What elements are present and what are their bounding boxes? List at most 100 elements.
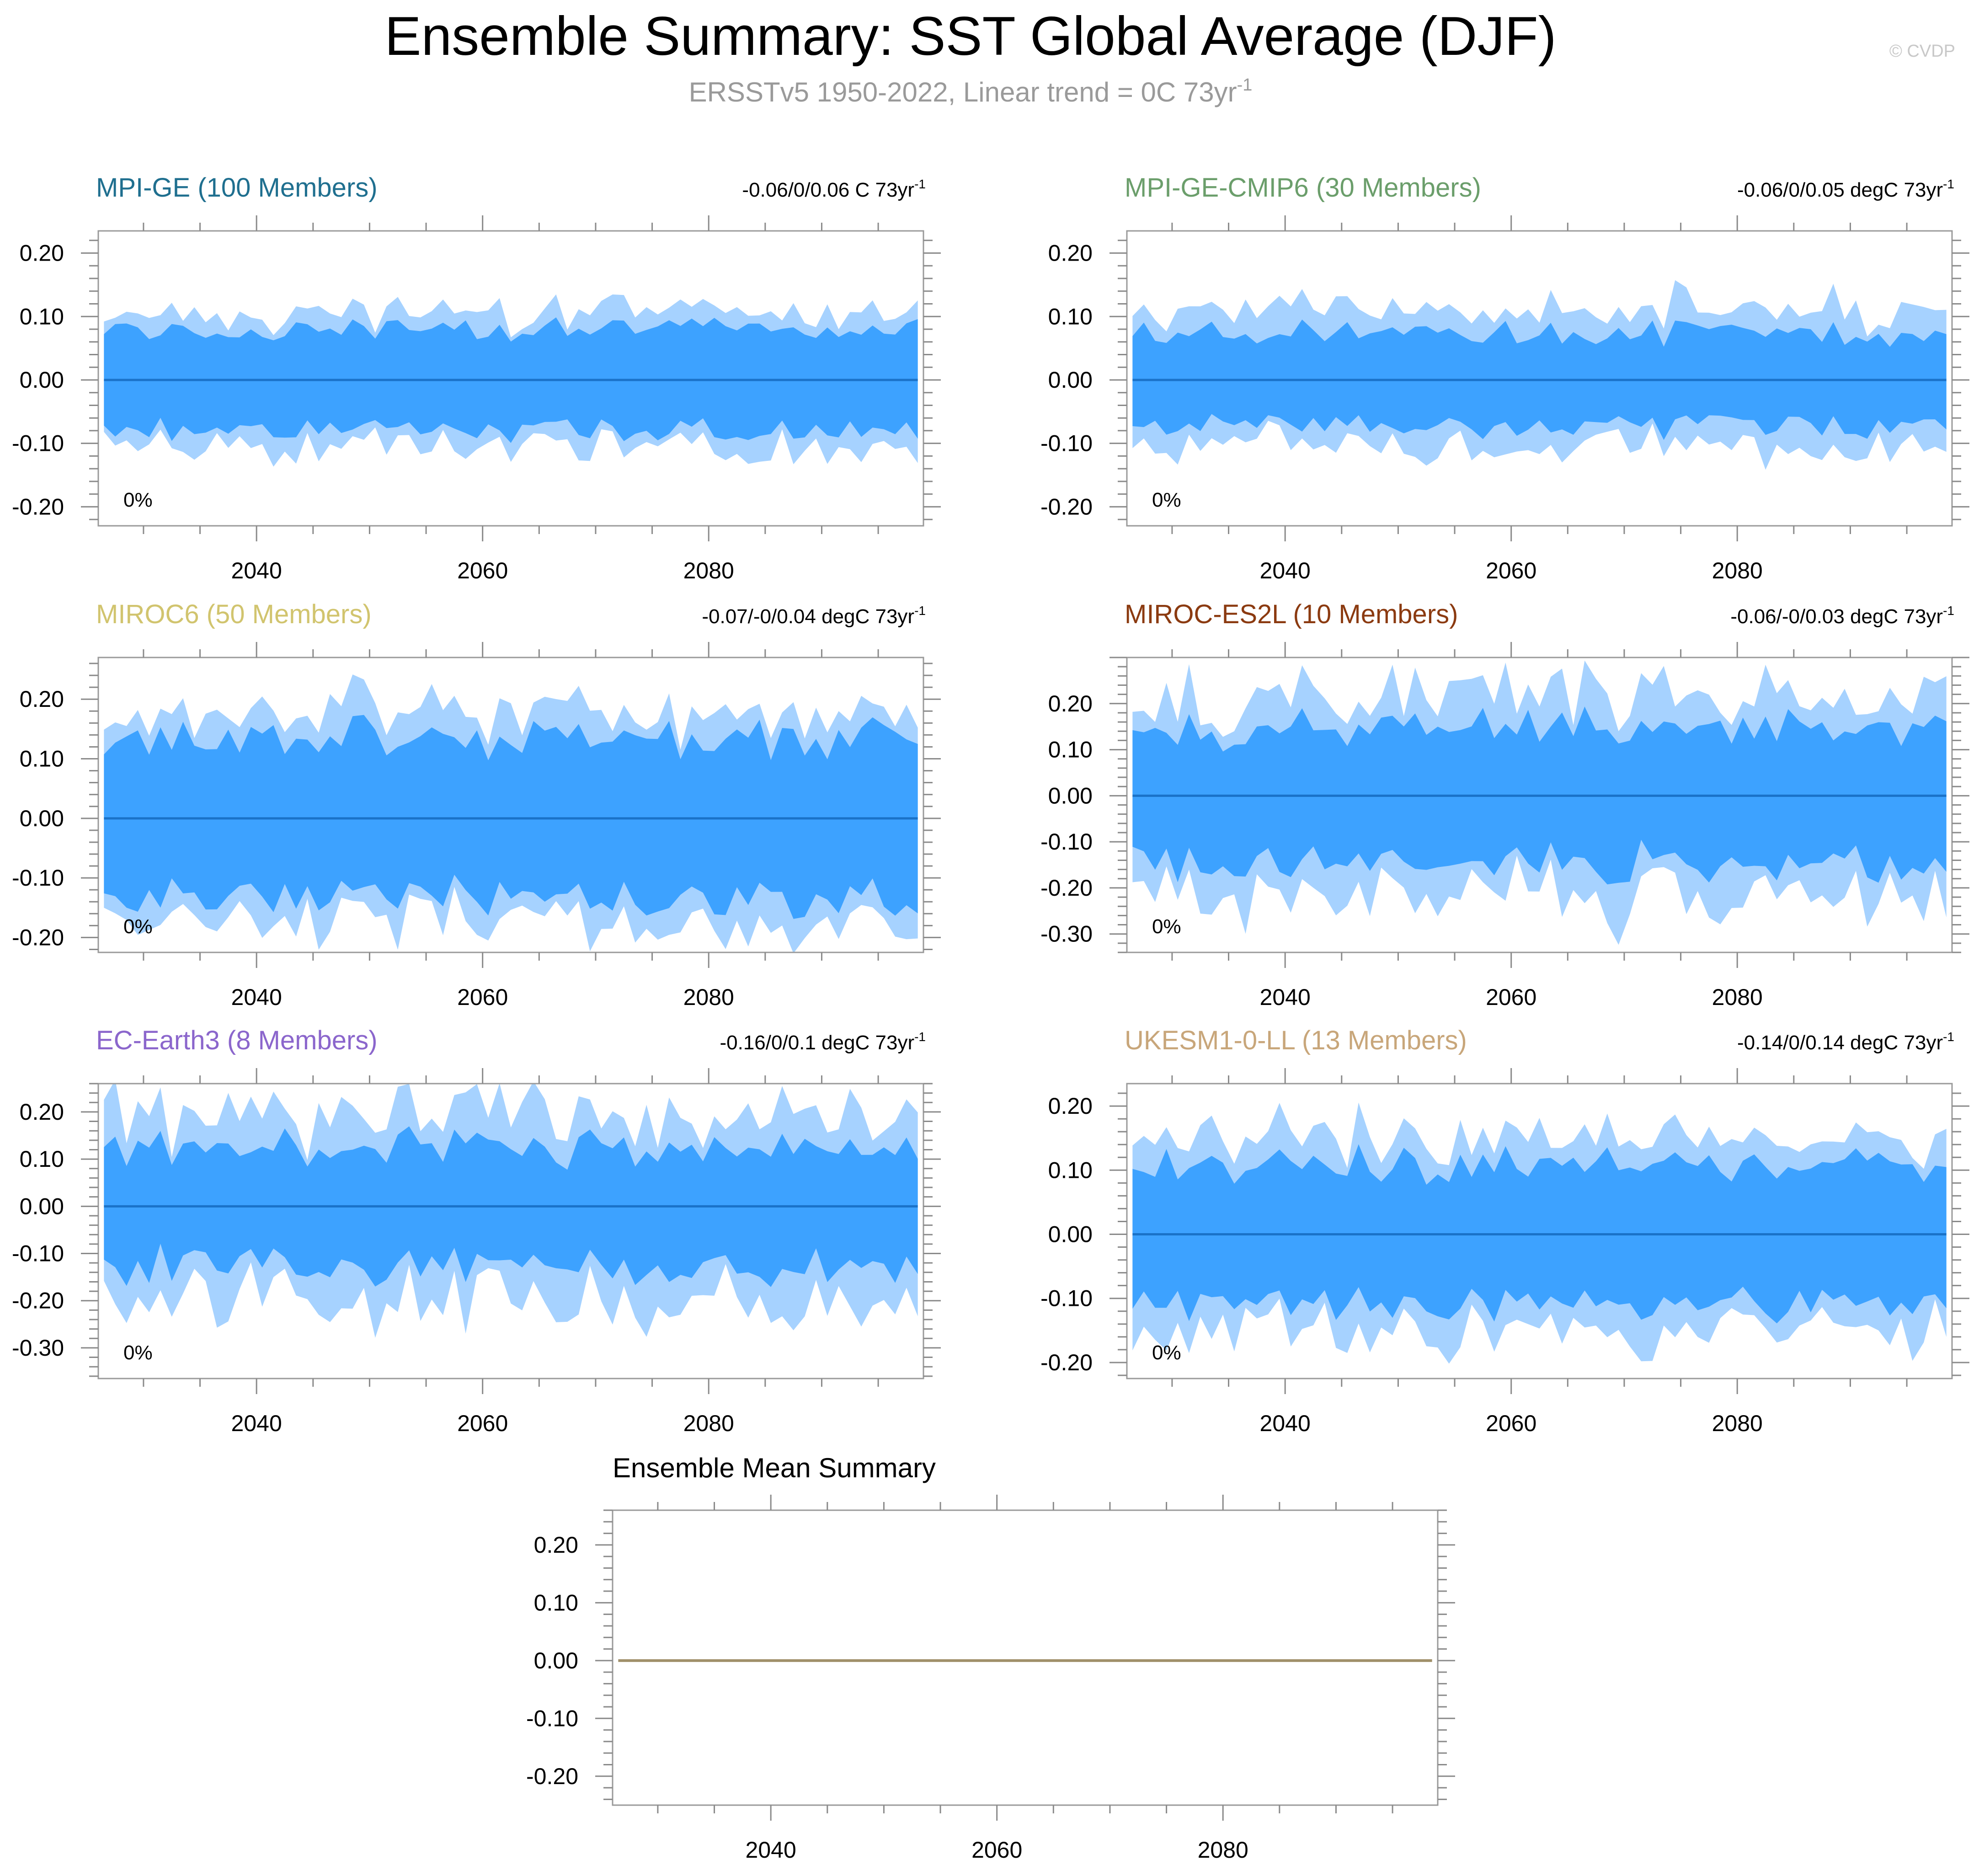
percent-label: 0% — [1152, 1342, 1181, 1364]
y-tick-label: 0.10 — [20, 304, 64, 329]
y-tick-label: -0.10 — [1040, 431, 1093, 456]
y-tick-label: 0.20 — [1048, 241, 1093, 266]
trend-sup: -1 — [1943, 177, 1954, 191]
trend-text: -0.16/0/0.1 degC 73yr-1 — [720, 1030, 926, 1054]
band-group — [104, 1084, 918, 1338]
band-group — [104, 674, 918, 952]
plot-frame — [612, 1509, 1439, 1806]
trend-value: -0.07/-0/0.04 degC 73yr — [702, 605, 914, 628]
x-tick-label: 2080 — [1712, 558, 1763, 583]
y-tick-label: -0.10 — [1040, 829, 1093, 855]
model-title: MPI-GE (100 Members) — [96, 173, 378, 203]
x-tick-label: 2080 — [1712, 984, 1763, 1010]
y-tick-label: -0.30 — [1040, 921, 1093, 947]
panel-ensemble-mean: 2040 2060 2080 -0.20 -0.10 0.00 0.10 0.20 Ensemb… — [526, 1453, 1455, 1863]
y-tick-label: 0.10 — [1048, 1157, 1093, 1183]
trend-sup: -1 — [914, 604, 926, 618]
y-tick-label: -0.20 — [12, 1288, 64, 1314]
model-title: EC-Earth3 (8 Members) — [96, 1026, 378, 1055]
y-tick-label: -0.30 — [12, 1335, 64, 1361]
trend-value: -0.06/-0/0.03 degC 73yr — [1730, 605, 1943, 628]
x-tick-label: 2080 — [683, 984, 734, 1010]
y-tick-label: 0.20 — [1048, 691, 1093, 716]
y-tick-label: 0.00 — [20, 806, 64, 831]
y-tick-label: 0.00 — [20, 367, 64, 393]
x-tick-label: 2060 — [1486, 558, 1536, 583]
panel-miroc6: 2040 2060 2080 -0.20 -0.10 0.00 0.10 0.20 MIROC6… — [12, 599, 941, 1010]
y-tick-label: 0.00 — [20, 1193, 64, 1219]
band-group — [1132, 280, 1947, 470]
trend-text: -0.07/-0/0.04 degC 73yr-1 — [702, 604, 926, 628]
y-tick-label: 0.00 — [1048, 783, 1093, 808]
y-tick-label: -0.20 — [1040, 875, 1093, 901]
y-tick-label: 0.20 — [20, 686, 64, 712]
figure-title: Ensemble Summary: SST Global Average (DJ… — [384, 5, 1556, 67]
y-tick-label: -0.10 — [12, 1241, 64, 1267]
x-tick-label: 2060 — [457, 558, 508, 583]
x-tick-label: 2040 — [231, 1411, 282, 1436]
watermark: © CVDP — [1889, 42, 1955, 61]
band-group — [104, 294, 918, 467]
x-tick-label: 2060 — [1486, 984, 1536, 1010]
x-tick-label: 2060 — [457, 984, 508, 1010]
model-title: UKESM1-0-LL (13 Members) — [1125, 1026, 1467, 1055]
subtitle-text: ERSSTv5 1950-2022, Linear trend = 0C 73y… — [689, 77, 1237, 107]
y-tick-label: 0.10 — [20, 1146, 64, 1172]
x-tick-label: 2040 — [746, 1837, 796, 1863]
y-tick-label: 0.20 — [20, 241, 64, 266]
panel-mpi-ge-cmip6: 2040 2060 2080 -0.20 -0.10 0.00 0.10 0.20 MPI-GE… — [1040, 173, 1969, 583]
inner-band — [104, 715, 918, 919]
panel-mpi-ge: 2040 2060 2080 -0.20 -0.10 0.00 0.10 0.20 MPI-GE… — [12, 173, 941, 583]
y-tick-label: -0.20 — [1040, 494, 1093, 519]
trend-value: -0.06/0/0.05 degC 73yr — [1737, 179, 1943, 201]
trend-value: -0.16/0/0.1 degC 73yr — [720, 1032, 914, 1054]
x-tick-label: 2060 — [1486, 1411, 1536, 1436]
panels: 2040 2060 2080 -0.20 -0.10 0.00 0.10 0.20 MPI-GE… — [12, 173, 1969, 1863]
x-tick-label: 2040 — [231, 558, 282, 583]
panel-ec-earth3: 2040 2060 2080 -0.30 -0.20 -0.10 0.00 0.10 0.20 E… — [12, 1026, 941, 1436]
trend-text: -0.06/0/0.06 C 73yr-1 — [742, 177, 926, 201]
x-tick-label: 2080 — [683, 558, 734, 583]
plot-frame — [1126, 230, 1953, 527]
x-tick-label: 2080 — [1198, 1837, 1248, 1863]
band-group — [1132, 660, 1947, 945]
trend-value: -0.06/0/0.06 C 73yr — [742, 179, 914, 201]
y-tick-label: -0.10 — [526, 1705, 578, 1731]
percent-label: 0% — [123, 915, 153, 938]
x-tick-label: 2040 — [1260, 984, 1311, 1010]
panel-miroc-es2l: 2040 2060 2080 -0.30 -0.20 -0.10 0.00 0.10 0.20 M… — [1040, 599, 1969, 1010]
y-tick-label: 0.00 — [1048, 367, 1093, 393]
plot-frame — [97, 230, 924, 527]
trend-text: -0.06/-0/0.03 degC 73yr-1 — [1730, 604, 1954, 628]
trend-sup: -1 — [1943, 604, 1954, 618]
panel-ukesm1-0-ll: 2040 2060 2080 -0.20 -0.10 0.00 0.10 0.20 UKESM1… — [1040, 1026, 1969, 1436]
trend-text: -0.14/0/0.14 degC 73yr-1 — [1737, 1030, 1954, 1054]
y-tick-label: -0.20 — [12, 925, 64, 950]
percent-label: 0% — [1152, 915, 1181, 938]
y-tick-label: 0.10 — [20, 746, 64, 772]
percent-label: 0% — [123, 489, 153, 511]
y-tick-label: 0.10 — [1048, 304, 1093, 329]
trend-sup: -1 — [914, 1030, 926, 1044]
y-tick-label: -0.10 — [12, 865, 64, 891]
percent-label: 0% — [1152, 489, 1181, 511]
y-tick-label: -0.10 — [1040, 1286, 1093, 1311]
summary-title: Ensemble Mean Summary — [613, 1453, 936, 1483]
y-tick-label: 0.10 — [534, 1590, 578, 1615]
y-tick-label: -0.20 — [1040, 1350, 1093, 1375]
subtitle-sup: -1 — [1237, 75, 1253, 95]
percent-label: 0% — [123, 1342, 153, 1364]
y-tick-label: 0.00 — [534, 1648, 578, 1673]
x-tick-label: 2040 — [231, 984, 282, 1010]
band-group — [1132, 1102, 1947, 1364]
trend-text: -0.06/0/0.05 degC 73yr-1 — [1737, 177, 1954, 201]
x-tick-label: 2060 — [457, 1411, 508, 1436]
x-tick-label: 2060 — [971, 1837, 1022, 1863]
plot-frame — [97, 1083, 924, 1379]
figure-subtitle: ERSSTv5 1950-2022, Linear trend = 0C 73y… — [689, 75, 1253, 107]
model-title: MPI-GE-CMIP6 (30 Members) — [1125, 173, 1481, 203]
plot-frame — [97, 657, 924, 953]
x-tick-label: 2040 — [1260, 1411, 1311, 1436]
x-tick-label: 2080 — [683, 1411, 734, 1436]
